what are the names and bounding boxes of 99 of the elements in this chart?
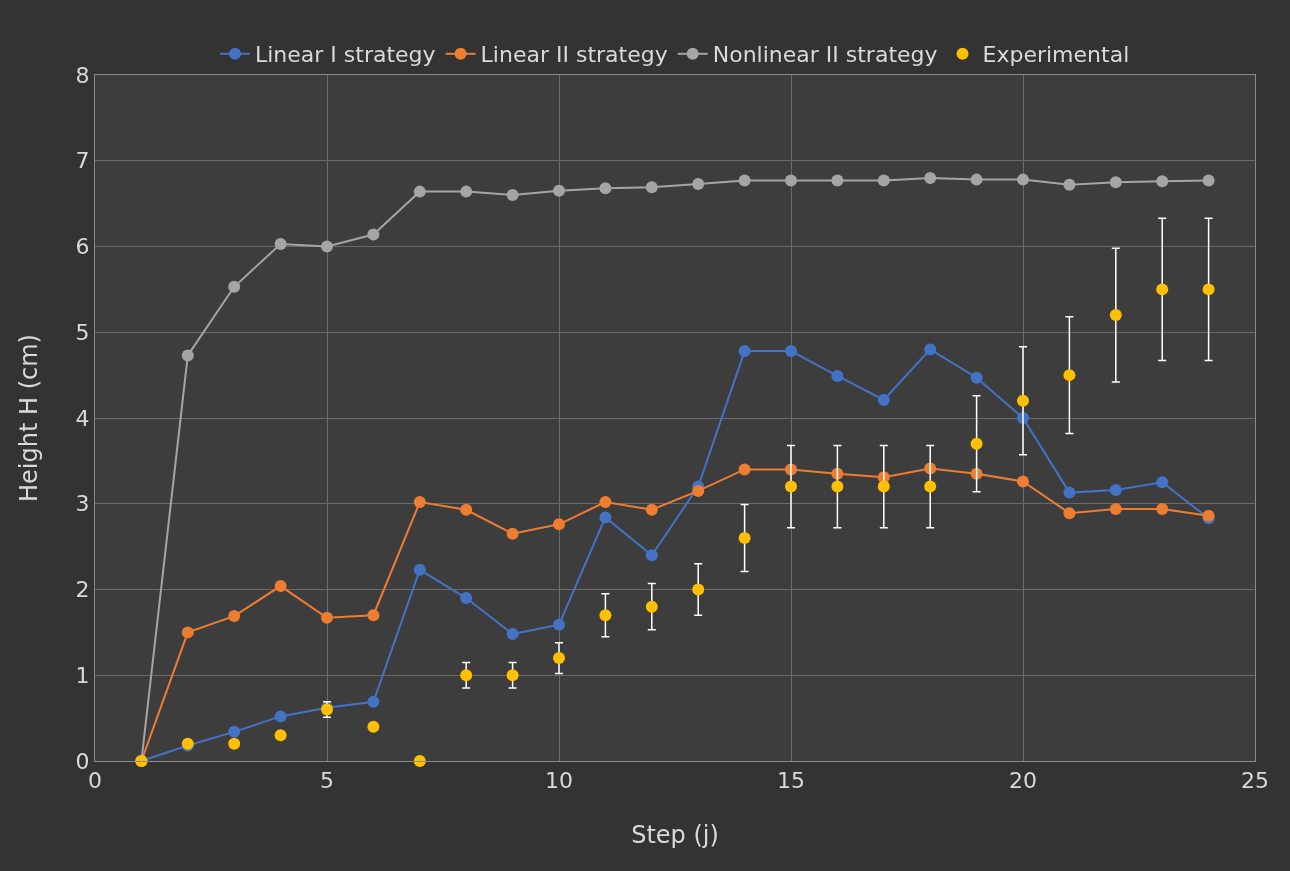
point: [831, 174, 844, 187]
x-tick-label: 20: [1009, 768, 1037, 794]
point: [877, 393, 890, 406]
point: [506, 189, 519, 202]
y-tick-label: 5: [75, 319, 90, 345]
point: [1063, 178, 1076, 191]
point: [785, 345, 797, 358]
point: [506, 628, 519, 641]
legend-label: Linear I strategy: [255, 42, 436, 68]
point: [553, 652, 565, 665]
point: [274, 237, 287, 250]
point: [274, 580, 287, 593]
y-tick-label: 3: [75, 491, 90, 517]
point: [1156, 283, 1169, 296]
point: [1109, 484, 1122, 497]
legend-label: Experimental: [982, 42, 1130, 68]
point: [738, 345, 751, 358]
point: [831, 480, 844, 493]
point: [599, 496, 612, 509]
point: [645, 503, 658, 516]
point: [1156, 175, 1169, 188]
y-tick-label: 4: [75, 405, 90, 431]
point: [321, 611, 333, 624]
point: [1063, 369, 1076, 382]
point: [877, 480, 890, 493]
point: [970, 173, 983, 186]
point: [924, 171, 937, 184]
point: [692, 177, 705, 190]
x-axis-title: Step (j): [631, 821, 719, 849]
legend-label: Nonlinear II strategy: [712, 42, 938, 68]
point: [1109, 309, 1122, 322]
point: [367, 695, 380, 708]
point: [553, 518, 565, 531]
x-tick-label: 5: [320, 768, 334, 794]
point: [460, 592, 473, 605]
point: [970, 437, 983, 450]
point: [1017, 173, 1029, 186]
point: [1109, 176, 1122, 189]
point: [228, 737, 241, 750]
point: [181, 349, 194, 362]
y-axis-title: Height H (cm): [15, 334, 43, 502]
point: [692, 583, 705, 596]
point: [367, 228, 380, 241]
x-tick-label: 15: [777, 768, 805, 794]
point: [413, 755, 426, 767]
y-tick-label: 6: [75, 234, 90, 260]
legend-label: Linear II strategy: [480, 42, 668, 68]
point: [599, 511, 612, 524]
point: [1017, 475, 1029, 488]
point: [274, 729, 287, 742]
y-tick-label: 2: [75, 577, 90, 603]
point: [599, 182, 612, 195]
point: [1156, 502, 1169, 515]
point: [692, 484, 705, 497]
point: [645, 549, 658, 562]
point: [924, 480, 937, 493]
y-tick-label: 1: [75, 662, 90, 688]
point: [645, 600, 658, 613]
point: [228, 610, 241, 623]
point: [460, 669, 473, 682]
point: [506, 669, 519, 682]
point: [1063, 507, 1076, 520]
point: [1017, 394, 1029, 407]
point: [1202, 174, 1215, 187]
point: [367, 609, 380, 622]
point: [553, 184, 565, 197]
point: [1109, 502, 1122, 515]
point: [738, 532, 751, 545]
point: [1202, 283, 1215, 296]
point: [831, 369, 844, 382]
point: [274, 710, 287, 723]
point: [367, 720, 380, 733]
point: [1063, 486, 1076, 499]
x-tick-label: 10: [545, 768, 573, 794]
point: [1156, 476, 1169, 489]
point: [413, 496, 426, 509]
point: [460, 503, 473, 516]
point: [924, 343, 937, 356]
point: [413, 185, 426, 198]
point: [785, 480, 797, 493]
point: [553, 618, 565, 631]
y-tick-label: 8: [75, 62, 90, 88]
point: [645, 181, 658, 194]
point: [877, 174, 890, 187]
point: [970, 371, 983, 384]
point: [460, 185, 473, 198]
point: [785, 174, 797, 187]
point: [738, 174, 751, 187]
y-tick-label: 7: [75, 148, 90, 174]
point: [599, 609, 612, 622]
x-tick-label: 25: [1241, 768, 1269, 794]
point: [321, 240, 333, 253]
point: [228, 280, 241, 293]
point: [738, 463, 751, 476]
point: [181, 626, 194, 639]
point: [506, 527, 519, 540]
y-tick-label: 0: [75, 748, 90, 774]
point: [228, 725, 241, 738]
point: [413, 563, 426, 576]
